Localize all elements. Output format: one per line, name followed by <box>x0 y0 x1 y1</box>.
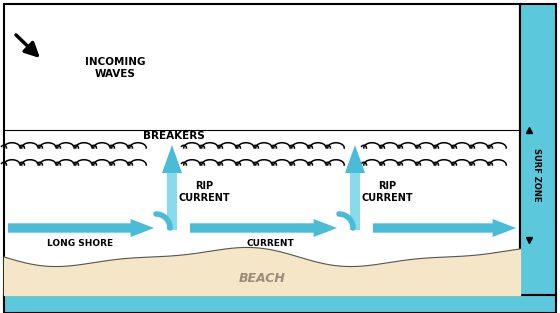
Bar <box>350 173 360 230</box>
FancyArrow shape <box>373 219 516 237</box>
FancyArrow shape <box>190 219 337 237</box>
Text: BEACH: BEACH <box>239 271 286 285</box>
Text: CURRENT: CURRENT <box>246 239 294 249</box>
Text: SURF ZONE: SURF ZONE <box>533 148 542 202</box>
Text: INCOMING
WAVES: INCOMING WAVES <box>85 57 145 79</box>
Text: BREAKERS: BREAKERS <box>143 131 205 141</box>
Text: LONG SHORE: LONG SHORE <box>47 239 113 249</box>
Text: RIP
CURRENT: RIP CURRENT <box>361 181 413 203</box>
Polygon shape <box>345 145 365 173</box>
FancyArrow shape <box>8 219 154 237</box>
Bar <box>520 4 556 305</box>
Polygon shape <box>162 145 182 173</box>
Bar <box>4 295 556 313</box>
Bar <box>167 173 177 230</box>
Text: RIP
CURRENT: RIP CURRENT <box>178 181 230 203</box>
